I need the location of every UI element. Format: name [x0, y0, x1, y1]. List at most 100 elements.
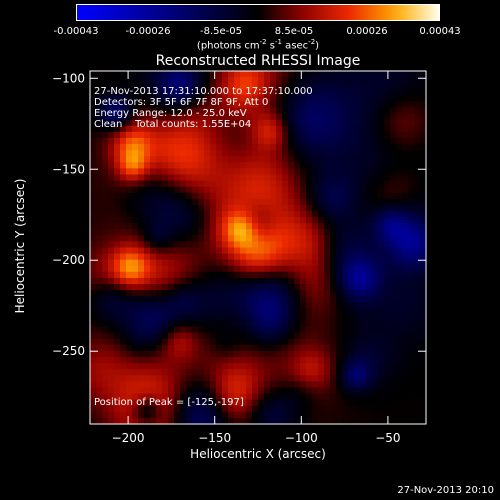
heatmap-cell	[204, 156, 211, 163]
heatmap-cell	[132, 344, 139, 352]
heatmap-cell	[210, 204, 217, 212]
heatmap-cell	[90, 174, 97, 182]
heatmap-cell	[402, 350, 409, 358]
heatmap-cell	[156, 137, 163, 145]
heatmap-cell	[168, 198, 175, 206]
heatmap-cell	[306, 174, 313, 182]
heatmap-cell	[414, 241, 421, 249]
heatmap-cell	[300, 83, 307, 90]
heatmap-cell	[288, 241, 295, 249]
heatmap-cell	[180, 332, 187, 340]
heatmap-cell	[156, 338, 163, 346]
heatmap-cell	[342, 363, 349, 370]
heatmap-cell	[156, 259, 163, 267]
heatmap-cell	[210, 290, 217, 297]
heatmap-cell	[396, 119, 403, 127]
heatmap-cell	[336, 326, 343, 334]
heatmap-cell	[216, 387, 223, 395]
heatmap-cell	[372, 411, 379, 419]
heatmap-cell	[378, 369, 385, 376]
heatmap-cell	[384, 417, 391, 425]
heatmap-cell	[252, 71, 259, 78]
heatmap-cell	[288, 296, 295, 303]
heatmap-cell	[288, 204, 295, 212]
heatmap-cell	[324, 137, 331, 145]
heatmap-cell	[96, 320, 103, 328]
heatmap-cell	[354, 77, 361, 84]
heatmap-cell	[324, 131, 331, 139]
heatmap-cell	[384, 393, 391, 401]
heatmap-cell	[234, 344, 241, 352]
heatmap-cell	[180, 137, 187, 145]
heatmap-cell	[414, 204, 421, 212]
heatmap-cell	[234, 119, 241, 127]
heatmap-cell	[390, 241, 397, 249]
heatmap-cell	[288, 284, 295, 291]
heatmap-cell	[222, 320, 229, 328]
heatmap-cell	[354, 320, 361, 328]
heatmap-cell	[192, 405, 199, 413]
heatmap-cell	[228, 314, 235, 322]
heatmap-cell	[336, 320, 343, 328]
heatmap-cell	[336, 113, 343, 121]
heatmap-cell	[150, 217, 157, 224]
heatmap-cell	[228, 217, 235, 224]
heatmap-cell	[390, 204, 397, 212]
heatmap-cell	[252, 83, 259, 90]
heatmap-cell	[132, 357, 139, 364]
heatmap-cell	[270, 95, 277, 103]
heatmap-cell	[330, 411, 337, 419]
heatmap-cell	[126, 131, 133, 139]
heatmap-cell	[234, 265, 241, 273]
heatmap-cell	[258, 357, 265, 364]
heatmap-cell	[330, 131, 337, 139]
heatmap-cell	[240, 210, 247, 218]
heatmap-cell	[366, 284, 373, 291]
heatmap-cell	[288, 150, 295, 157]
heatmap-cell	[216, 101, 223, 109]
heatmap-cell	[90, 71, 97, 78]
heatmap-cell	[168, 405, 175, 413]
heatmap-cell	[120, 101, 127, 109]
heatmap-cell	[360, 223, 367, 230]
heatmap-cell	[216, 168, 223, 176]
heatmap-cell	[174, 247, 181, 255]
heatmap-cell	[192, 253, 199, 261]
heatmap-cell	[180, 150, 187, 157]
heatmap-cell	[300, 137, 307, 145]
heatmap-cell	[138, 357, 145, 364]
heatmap-cell	[318, 186, 325, 194]
heatmap-cell	[360, 369, 367, 376]
heatmap-cell	[174, 387, 181, 395]
heatmap-cell	[258, 119, 265, 127]
heatmap-cell	[300, 174, 307, 182]
heatmap-cell	[264, 71, 271, 78]
heatmap-cell	[402, 235, 409, 243]
heatmap-cell	[420, 290, 427, 297]
heatmap-cell	[294, 83, 301, 90]
heatmap-cell	[384, 77, 391, 84]
heatmap-cell	[180, 162, 187, 169]
heatmap-cell	[246, 83, 253, 90]
heatmap-cell	[360, 326, 367, 334]
heatmap-cell	[396, 150, 403, 157]
heatmap-cell	[156, 156, 163, 163]
heatmap-cell	[126, 162, 133, 169]
heatmap-cell	[126, 290, 133, 297]
heatmap-cell	[240, 150, 247, 157]
heatmap-cell	[108, 137, 115, 145]
heatmap-cell	[396, 241, 403, 249]
heatmap-cell	[252, 381, 259, 389]
heatmap-cell	[162, 369, 169, 376]
heatmap-cell	[186, 144, 193, 151]
heatmap-cell	[282, 369, 289, 376]
heatmap-cell	[234, 387, 241, 395]
heatmap-cell	[366, 89, 373, 96]
heatmap-cell	[222, 101, 229, 109]
heatmap-cell	[258, 247, 265, 255]
heatmap-cell	[348, 314, 355, 322]
heatmap-cell	[174, 162, 181, 169]
heatmap-cell	[330, 192, 337, 200]
heatmap-cell	[120, 247, 127, 255]
heatmap-cell	[258, 180, 265, 188]
